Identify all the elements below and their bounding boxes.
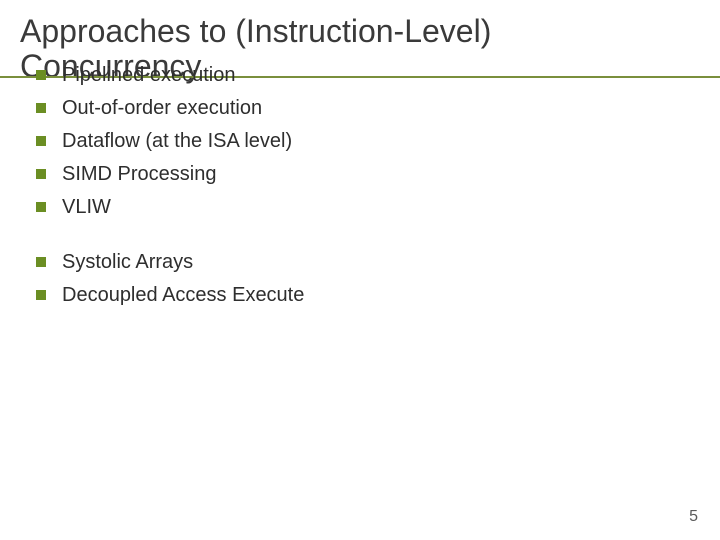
square-bullet-icon xyxy=(36,103,46,113)
list-item-text: Systolic Arrays xyxy=(62,249,193,276)
square-bullet-icon xyxy=(36,136,46,146)
bullet-group-2: Systolic Arrays Decoupled Access Execute xyxy=(36,249,684,309)
square-bullet-icon xyxy=(36,290,46,300)
square-bullet-icon xyxy=(36,169,46,179)
square-bullet-icon xyxy=(36,257,46,267)
body-content: Pipelined execution Out-of-order executi… xyxy=(36,88,684,337)
list-item-text: Out-of-order execution xyxy=(62,95,262,122)
list-item: Dataflow (at the ISA level) xyxy=(36,128,684,155)
slide-title-line1: Approaches to (Instruction-Level) xyxy=(20,14,700,49)
bullet-group-1: Pipelined execution Out-of-order executi… xyxy=(36,62,684,221)
square-bullet-icon xyxy=(36,202,46,212)
list-item: Pipelined execution xyxy=(36,62,684,89)
list-item-text: Decoupled Access Execute xyxy=(62,282,304,309)
list-item: Systolic Arrays xyxy=(36,249,684,276)
list-item-text: Pipelined execution xyxy=(62,62,235,89)
list-item-text: Dataflow (at the ISA level) xyxy=(62,128,292,155)
slide: Approaches to (Instruction-Level) Concur… xyxy=(0,0,720,540)
page-number: 5 xyxy=(689,508,698,526)
list-item: Decoupled Access Execute xyxy=(36,282,684,309)
list-item-text: SIMD Processing xyxy=(62,161,217,188)
list-item: SIMD Processing xyxy=(36,161,684,188)
list-item: VLIW xyxy=(36,194,684,221)
list-item: Out-of-order execution xyxy=(36,95,684,122)
square-bullet-icon xyxy=(36,70,46,80)
list-item-text: VLIW xyxy=(62,194,111,221)
